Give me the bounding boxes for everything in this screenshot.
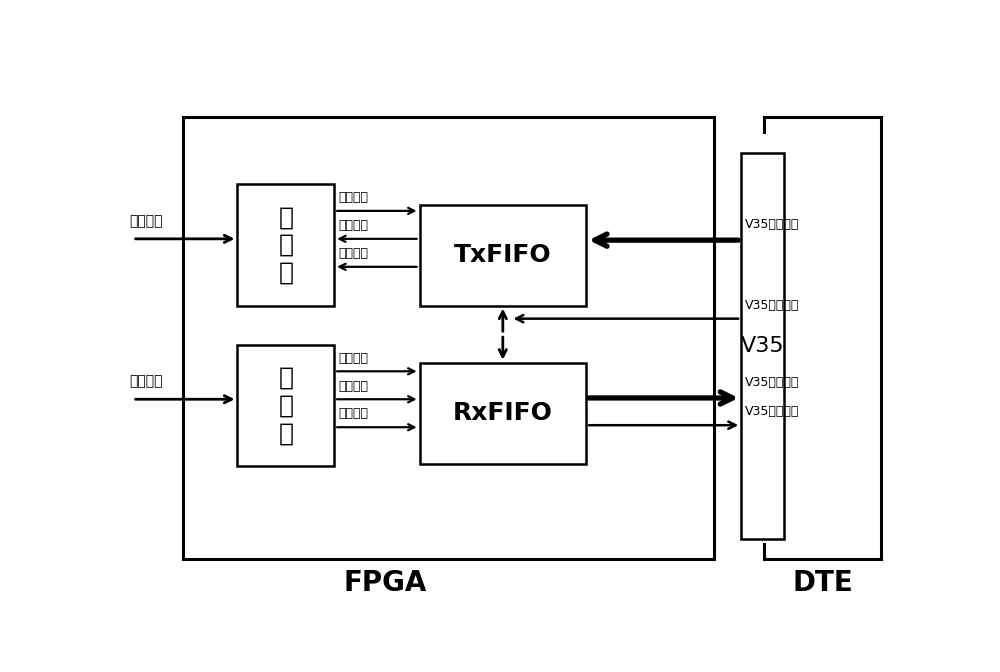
- Bar: [237, 345, 334, 466]
- Text: DTE: DTE: [792, 569, 853, 597]
- Text: V35接收时钟: V35接收时钟: [745, 405, 799, 419]
- Text: TxFIFO: TxFIFO: [454, 243, 552, 267]
- Text: 调制时钟: 调制时钟: [338, 191, 368, 204]
- Text: V35发送数据: V35发送数据: [745, 218, 799, 230]
- Bar: [420, 205, 586, 306]
- Bar: [420, 363, 586, 464]
- Bar: [237, 184, 334, 306]
- Bar: [741, 153, 784, 538]
- Text: 解
调
器: 解 调 器: [278, 366, 293, 445]
- Text: V35: V35: [741, 336, 784, 356]
- Text: 符号速率: 符号速率: [129, 374, 162, 388]
- Text: 解调时钟: 解调时钟: [338, 351, 368, 364]
- Text: 发送数据: 发送数据: [338, 219, 368, 232]
- Text: 发送使能: 发送使能: [338, 247, 368, 260]
- Text: 解调数据: 解调数据: [338, 380, 368, 392]
- Text: RxFIFO: RxFIFO: [453, 401, 553, 425]
- Text: V35发送时钟: V35发送时钟: [745, 299, 799, 312]
- Bar: [183, 117, 714, 559]
- Text: FPGA: FPGA: [343, 569, 427, 597]
- Text: V35接收数据: V35接收数据: [745, 376, 799, 388]
- Text: 符号速率: 符号速率: [129, 214, 162, 228]
- Text: 调
制
器: 调 制 器: [278, 205, 293, 285]
- Text: 解调使能: 解调使能: [338, 407, 368, 421]
